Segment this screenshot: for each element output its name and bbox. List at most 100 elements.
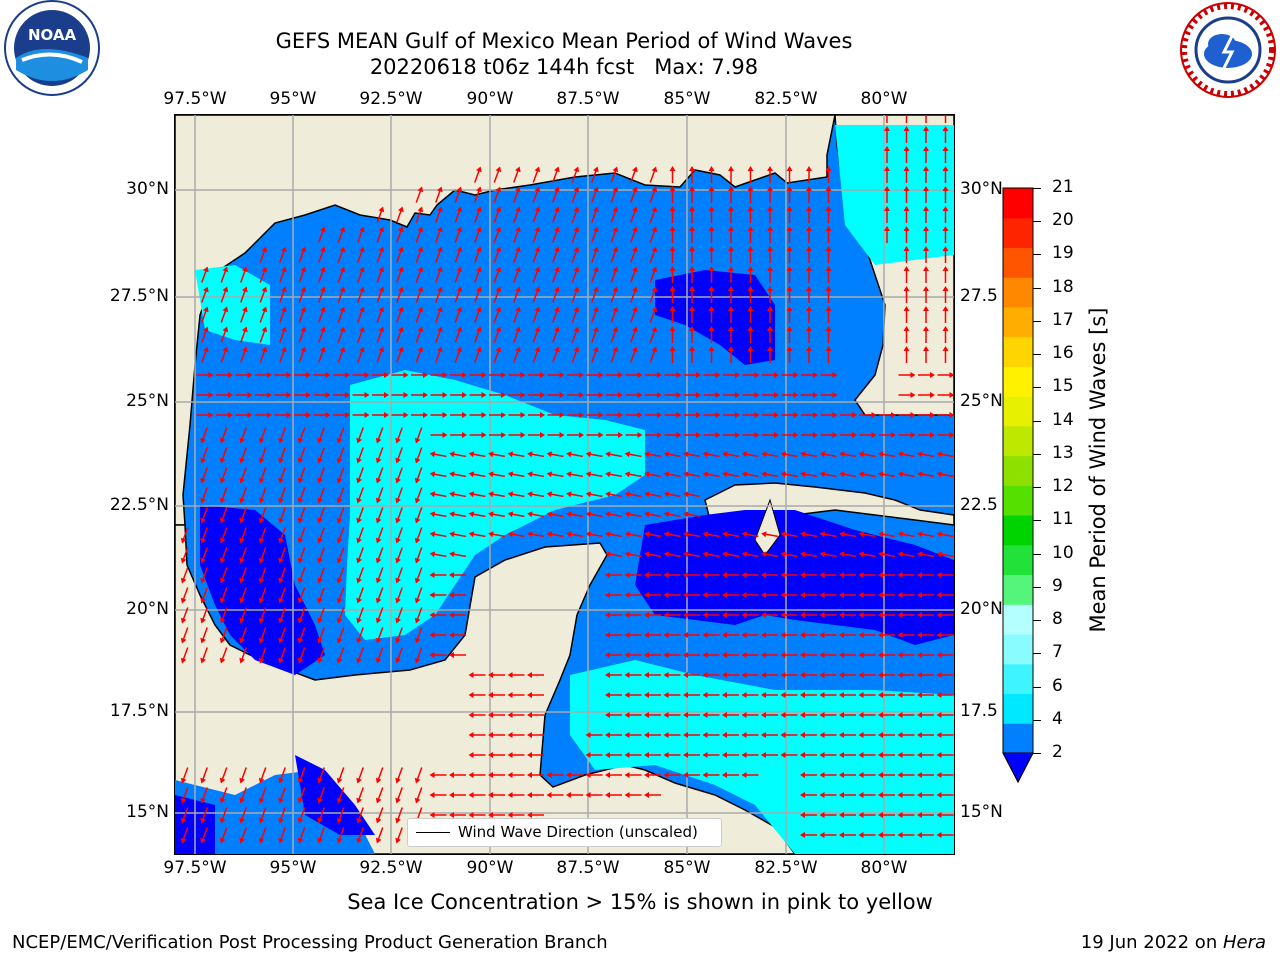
wind-arrow <box>513 286 521 303</box>
wind-arrow <box>741 632 759 638</box>
wind-arrow <box>297 567 306 584</box>
wind-arrow <box>336 787 345 804</box>
wind-arrow <box>313 412 331 418</box>
wind-arrow <box>669 166 676 183</box>
colorbar-segment <box>1003 188 1033 219</box>
wind-arrow <box>801 432 818 438</box>
wind-arrow <box>917 832 934 838</box>
wind-arrow <box>532 306 541 323</box>
wind-arrow <box>669 326 676 343</box>
wind-arrow <box>414 447 423 464</box>
wind-arrow <box>567 372 584 378</box>
wind-arrow <box>527 792 544 798</box>
wind-arrow <box>897 471 915 478</box>
wind-arrow <box>474 206 482 223</box>
wind-arrow <box>454 286 463 303</box>
wind-arrow <box>819 531 837 538</box>
wind-arrow <box>375 527 384 544</box>
wind-arrow <box>488 812 505 818</box>
colorbar-segment <box>1003 455 1033 486</box>
wind-arrow <box>897 612 915 618</box>
wind-arrow <box>513 326 521 343</box>
wind-arrow <box>878 792 895 798</box>
colorbar-tick-label: 21 <box>1052 177 1074 197</box>
wind-arrow <box>610 186 619 203</box>
colorbar-tick-mark <box>1033 553 1041 555</box>
wind-arrow <box>317 587 325 604</box>
wind-arrow <box>278 627 286 644</box>
wind-arrow <box>375 567 384 584</box>
wind-arrow <box>454 206 463 223</box>
wind-arrow <box>683 632 700 638</box>
colorbar-tick-mark <box>1033 221 1041 223</box>
colorbar-label: Mean Period of Wind Waves [s] <box>1086 307 1110 633</box>
wind-arrow <box>923 286 929 303</box>
colorbar-tick-label: 12 <box>1052 476 1074 497</box>
wind-arrow <box>429 451 447 458</box>
wind-arrow <box>781 392 799 398</box>
wind-arrow <box>819 632 837 638</box>
wind-arrow <box>356 447 364 464</box>
lon-label-top: 85°W <box>663 89 711 109</box>
wind-arrow <box>468 451 486 458</box>
wind-arrow <box>708 206 715 223</box>
wind-arrow <box>546 451 564 458</box>
wind-arrow <box>429 572 447 578</box>
wind-arrow <box>375 767 384 784</box>
colorbar-segment <box>1003 425 1033 457</box>
lon-label-top: 87.5°W <box>556 89 620 109</box>
wind-arrow <box>936 712 954 718</box>
wind-arrow <box>878 531 896 538</box>
wind-arrow <box>624 792 642 798</box>
wind-arrow <box>878 592 895 598</box>
wind-arrow <box>532 326 541 343</box>
wind-arrow <box>317 467 325 484</box>
wind-arrow <box>356 527 364 544</box>
wind-arrow <box>878 732 895 738</box>
wind-arrow <box>663 772 681 778</box>
wind-arrow <box>702 752 720 758</box>
wind-arrow <box>898 432 916 438</box>
wind-arrow <box>375 607 384 624</box>
wind-arrow <box>258 447 267 464</box>
wind-arrow <box>663 612 681 618</box>
wind-arrow <box>201 266 209 283</box>
wind-arrow <box>395 787 403 804</box>
wind-arrow <box>859 412 877 418</box>
wind-arrow <box>200 627 208 644</box>
wind-arrow <box>571 346 580 363</box>
wind-arrow <box>645 412 662 418</box>
wind-arrow <box>747 326 754 343</box>
wind-arrow <box>649 306 658 323</box>
lon-label-top: 92.5°W <box>359 89 423 109</box>
wind-arrow <box>450 392 467 398</box>
wind-arrow <box>571 206 580 223</box>
wind-arrow <box>630 286 638 303</box>
wind-arrow <box>566 451 584 458</box>
wind-arrow <box>239 827 247 844</box>
wind-arrow <box>702 672 720 678</box>
wind-arrow <box>858 812 876 818</box>
wind-arrow <box>644 752 661 758</box>
wind-arrow <box>239 587 247 604</box>
wind-arrow <box>279 326 287 343</box>
wind-arrow <box>507 471 525 478</box>
wind-arrow <box>415 246 424 263</box>
wind-arrow <box>825 166 832 183</box>
wind-arrow <box>767 186 773 203</box>
wind-arrow <box>800 572 817 578</box>
wind-arrow <box>376 246 385 263</box>
wind-arrow <box>239 567 247 584</box>
wind-arrow <box>429 812 447 818</box>
wind-arrow <box>297 527 306 544</box>
wind-arrow <box>689 346 695 363</box>
wind-arrow <box>180 547 189 564</box>
wind-arrow <box>414 507 423 524</box>
wind-arrow <box>879 412 896 418</box>
wind-arrow <box>219 607 228 624</box>
colorbar-segment <box>1003 277 1033 308</box>
wind-arrow <box>605 672 622 678</box>
wind-arrow <box>819 592 837 598</box>
wind-arrow <box>741 592 759 598</box>
wind-arrow <box>663 511 681 518</box>
